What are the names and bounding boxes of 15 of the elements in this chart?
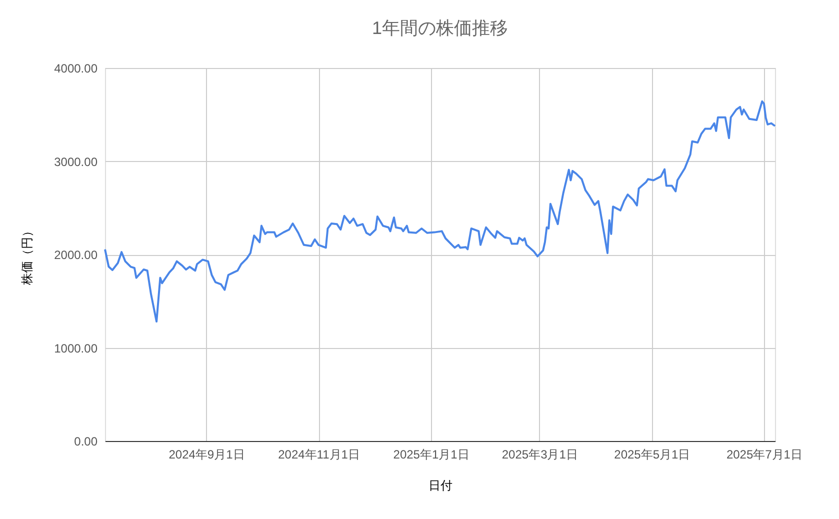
chart-title: 1年間の株価推移 — [372, 18, 508, 38]
x-tick-label: 2025年1月1日 — [393, 448, 470, 462]
y-tick-label: 2000.00 — [54, 248, 98, 262]
y-tick-label: 1000.00 — [54, 341, 98, 356]
line-series — [104, 100, 776, 323]
x-axis-title: 日付 — [428, 478, 452, 492]
y-tick-label: 4000.00 — [54, 62, 98, 76]
x-tick-label: 2025年7月1日 — [726, 448, 802, 462]
x-tick-label: 2025年3月1日 — [502, 448, 578, 462]
x-tick-label: 2025年5月1日 — [614, 448, 690, 462]
y-axis-title: 株価（円） — [20, 225, 34, 286]
y-tick-label: 3000.00 — [54, 154, 98, 169]
x-tick-label: 2024年9月1日 — [168, 448, 245, 462]
y-tick-label: 0.00 — [74, 434, 98, 448]
x-tick-label: 2024年11月1日 — [278, 448, 360, 462]
